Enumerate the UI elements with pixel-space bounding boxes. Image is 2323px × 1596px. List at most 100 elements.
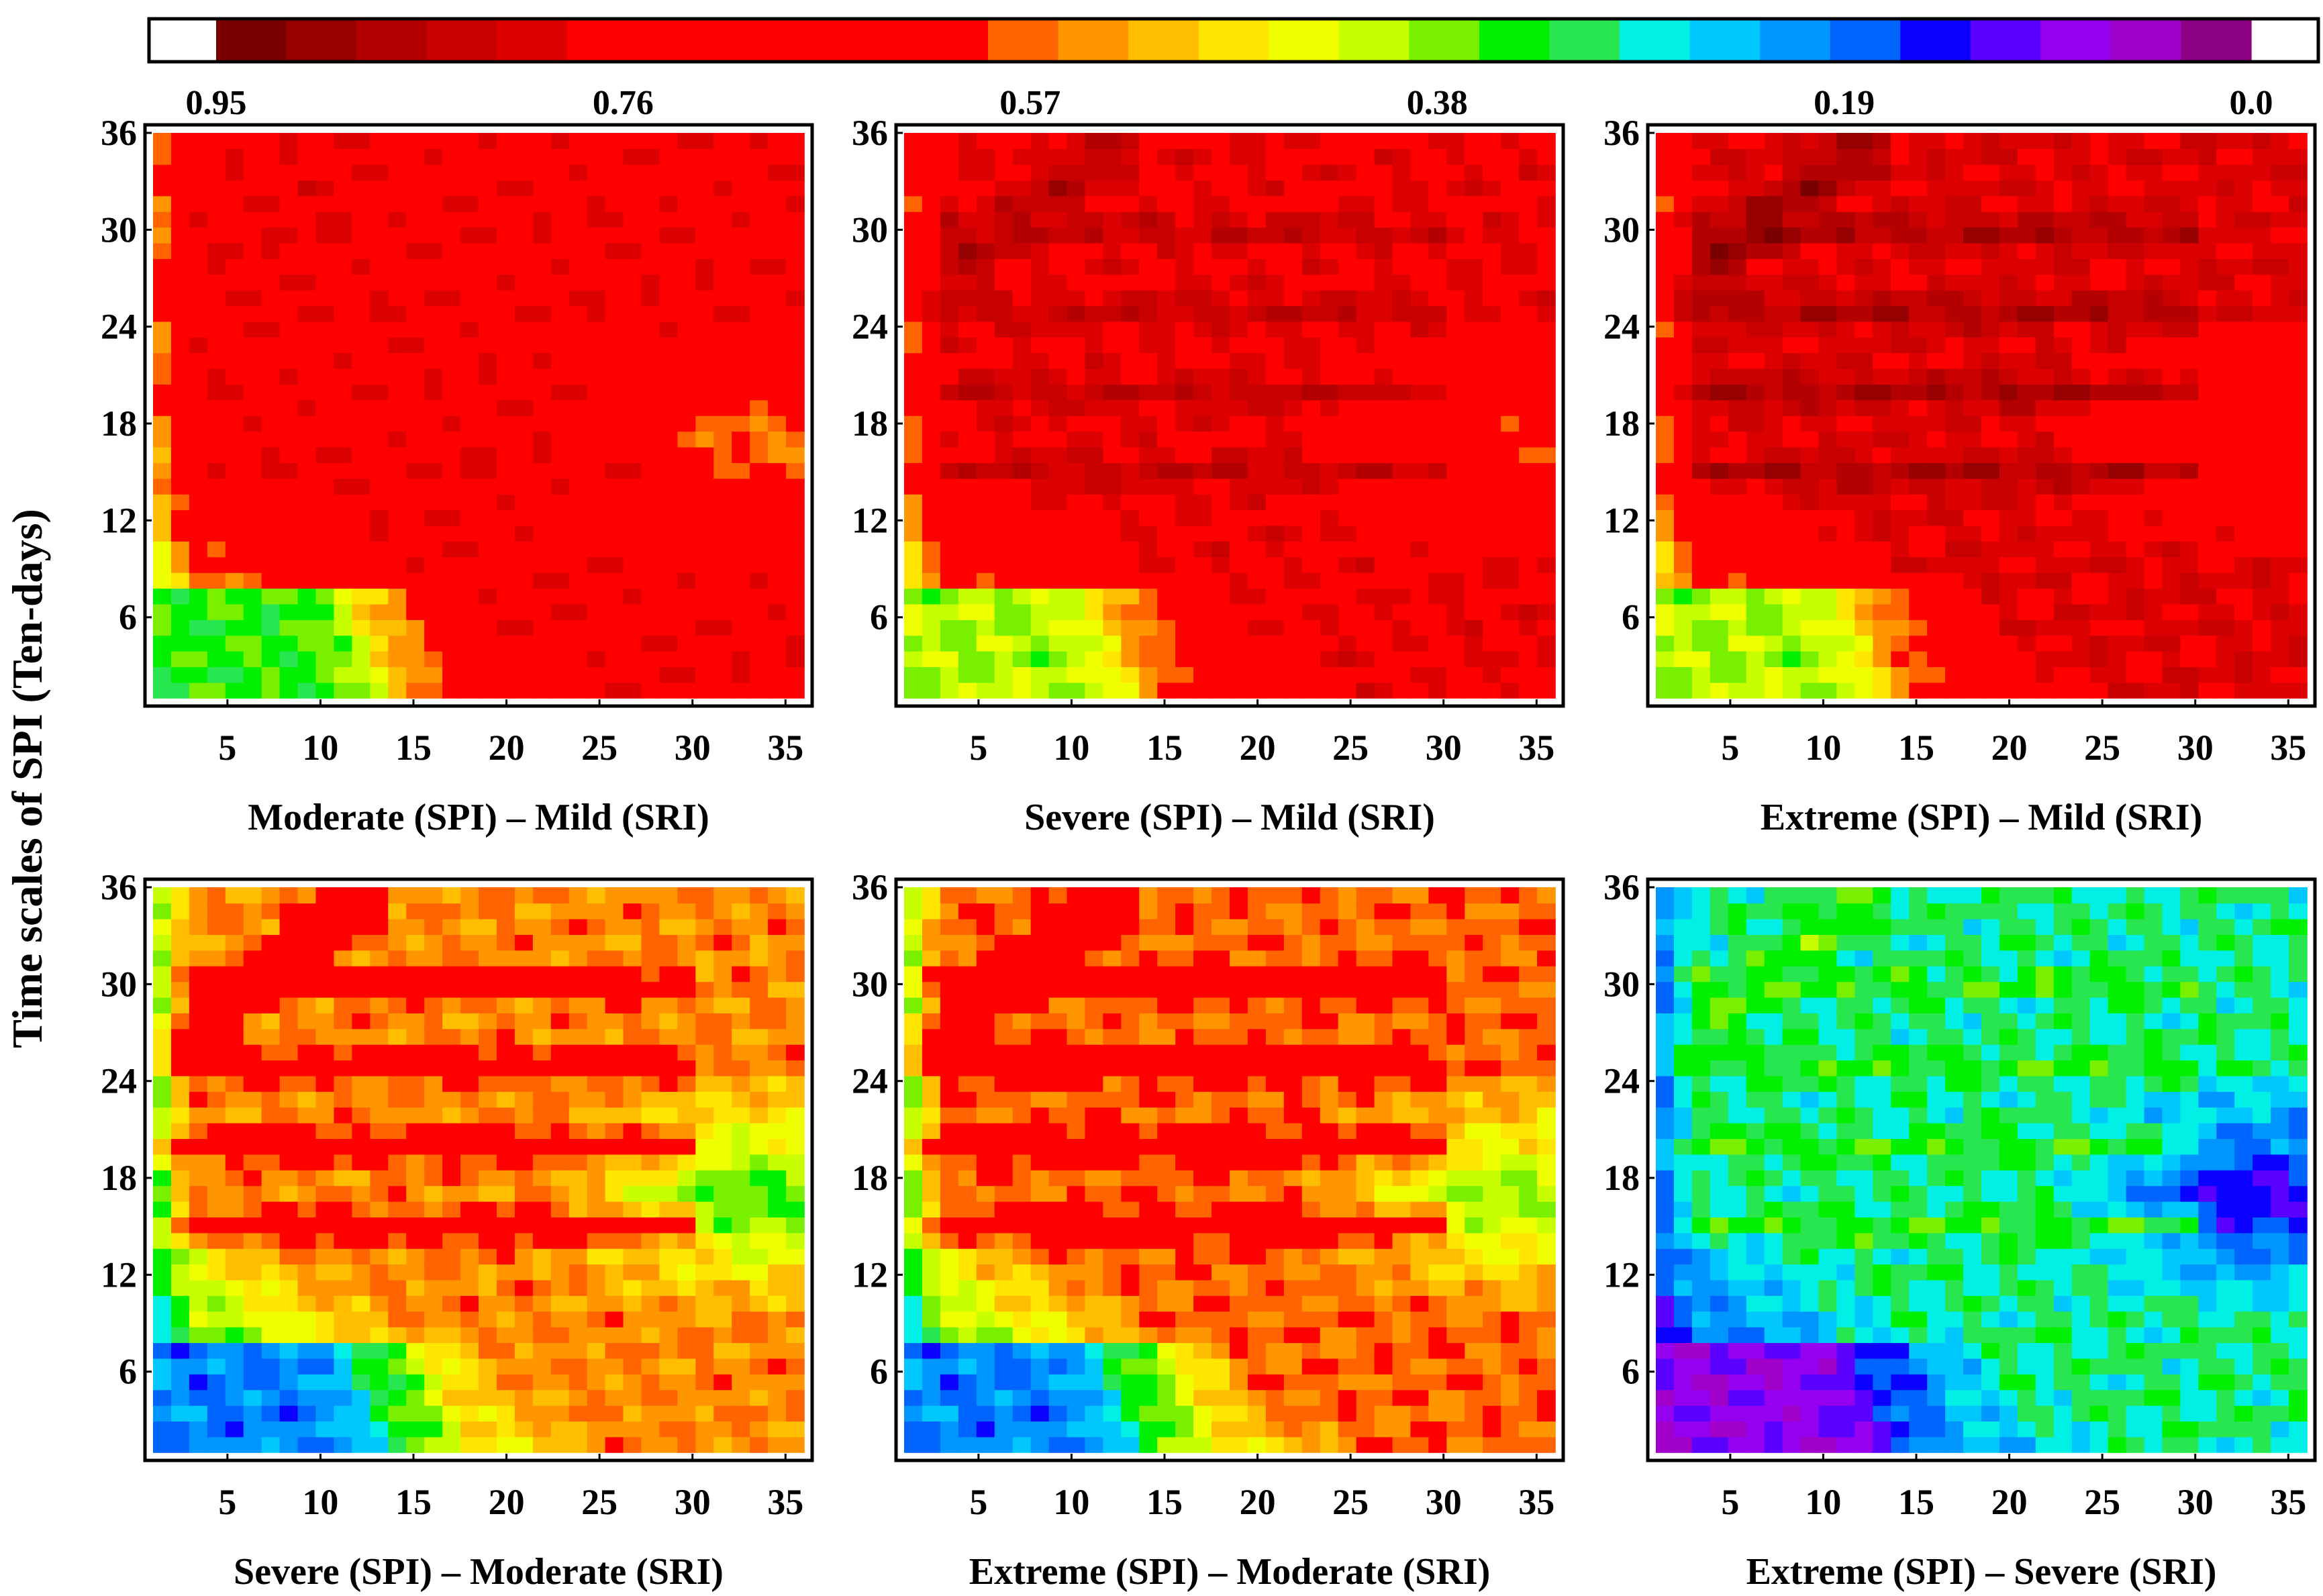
heatmap-cell bbox=[750, 603, 769, 620]
heatmap-cell bbox=[2017, 133, 2036, 150]
heatmap-cell bbox=[713, 572, 733, 589]
heatmap-cell bbox=[388, 399, 407, 416]
heatmap-cell bbox=[2053, 242, 2073, 259]
heatmap-cell bbox=[261, 887, 281, 904]
heatmap-cell bbox=[1818, 682, 1838, 699]
heatmap-cell bbox=[1891, 446, 1910, 463]
heatmap-cell bbox=[1945, 509, 1964, 526]
heatmap-cell bbox=[424, 133, 443, 150]
heatmap-cell bbox=[170, 1154, 190, 1170]
heatmap-cell bbox=[460, 431, 479, 448]
heatmap-cell bbox=[1891, 619, 1910, 636]
heatmap-cell bbox=[2017, 541, 2036, 558]
heatmap-cell bbox=[1909, 305, 1928, 322]
heatmap-cell bbox=[2216, 619, 2236, 636]
heatmap-cell bbox=[1048, 164, 1068, 181]
heatmap-cell bbox=[1800, 195, 1820, 212]
heatmap-cell bbox=[569, 493, 588, 511]
heatmap-cell bbox=[496, 337, 515, 354]
heatmap-cell bbox=[1103, 462, 1122, 479]
heatmap-cell bbox=[424, 1342, 443, 1359]
heatmap-cell bbox=[496, 1075, 515, 1092]
heatmap-cell bbox=[623, 164, 642, 181]
heatmap-cell bbox=[1999, 211, 2018, 228]
heatmap-cell bbox=[1800, 666, 1820, 683]
heatmap-cell bbox=[1656, 289, 1675, 307]
heatmap-cell bbox=[2216, 572, 2236, 589]
heatmap-cell bbox=[1012, 258, 1032, 275]
heatmap-cell bbox=[207, 1170, 226, 1187]
heatmap-cell bbox=[550, 133, 570, 150]
heatmap-cell bbox=[1193, 619, 1212, 636]
heatmap-cell bbox=[922, 462, 941, 479]
heatmap-cell bbox=[1710, 431, 1729, 448]
heatmap-cell bbox=[1673, 164, 1693, 181]
heatmap-cell bbox=[2071, 384, 2091, 401]
heatmap-cell bbox=[904, 541, 923, 558]
heatmap-cell bbox=[695, 541, 715, 558]
heatmap-cell bbox=[1519, 384, 1538, 401]
heatmap-cell bbox=[994, 384, 1014, 401]
heatmap-cell bbox=[1746, 572, 1765, 589]
heatmap-cell bbox=[370, 1044, 389, 1061]
heatmap-cell bbox=[297, 446, 317, 463]
heatmap-cell bbox=[1012, 321, 1032, 338]
heatmap-cell bbox=[1320, 682, 1339, 699]
heatmap-cell bbox=[334, 666, 353, 683]
heatmap-cell bbox=[1320, 242, 1339, 259]
heatmap-cell bbox=[297, 1217, 317, 1234]
heatmap-cell bbox=[189, 431, 208, 448]
heatmap-cell bbox=[958, 133, 977, 150]
heatmap-cell bbox=[1800, 164, 1820, 181]
heatmap-cell bbox=[1374, 337, 1393, 354]
heatmap-cell bbox=[786, 337, 805, 354]
heatmap-cell bbox=[334, 1013, 353, 1030]
heatmap-cell bbox=[1537, 478, 1556, 495]
heatmap-cell bbox=[2053, 133, 2073, 150]
heatmap-cell bbox=[1446, 478, 1466, 495]
heatmap-cell bbox=[1301, 588, 1321, 605]
heatmap-cell bbox=[1855, 242, 1874, 259]
heatmap-cell bbox=[261, 1326, 281, 1344]
heatmap-cell bbox=[496, 493, 515, 511]
heatmap-cell bbox=[605, 1389, 624, 1406]
heatmap-cell bbox=[1338, 148, 1357, 165]
heatmap-cell bbox=[279, 1405, 299, 1422]
heatmap-cell bbox=[1945, 446, 1964, 463]
heatmap-cell bbox=[1283, 509, 1303, 526]
heatmap-cell bbox=[1428, 352, 1448, 369]
heatmap-cell bbox=[550, 918, 570, 935]
heatmap-cell bbox=[334, 321, 353, 338]
heatmap-cell bbox=[225, 541, 244, 558]
heatmap-cell bbox=[1048, 133, 1068, 150]
heatmap-cell bbox=[170, 619, 190, 636]
heatmap-cell bbox=[904, 666, 923, 683]
heatmap-cell bbox=[1446, 195, 1466, 212]
heatmap-cell bbox=[479, 981, 497, 998]
heatmap-cell bbox=[1392, 227, 1412, 244]
heatmap-cell bbox=[170, 1342, 190, 1359]
heatmap-cell bbox=[623, 603, 642, 620]
heatmap-cell bbox=[2053, 603, 2073, 620]
heatmap-cell bbox=[153, 1389, 172, 1406]
heatmap-cell bbox=[2289, 415, 2308, 432]
heatmap-cell bbox=[1230, 195, 1248, 212]
heatmap-cell bbox=[442, 1436, 461, 1453]
heatmap-cell bbox=[1710, 415, 1729, 432]
heatmap-cell bbox=[153, 541, 172, 558]
heatmap-cell bbox=[904, 462, 923, 479]
heatmap-cell bbox=[1855, 415, 1874, 432]
heatmap-cell bbox=[1085, 305, 1104, 322]
heatmap-cell bbox=[550, 619, 570, 636]
heatmap-cell bbox=[1103, 274, 1122, 291]
heatmap-cell bbox=[1428, 164, 1448, 181]
heatmap-cell bbox=[442, 180, 461, 197]
heatmap-cell bbox=[153, 619, 172, 636]
heatmap-cell bbox=[297, 431, 317, 448]
heatmap-cell bbox=[2144, 227, 2163, 244]
heatmap-cell bbox=[1338, 352, 1357, 369]
heatmap-cell bbox=[922, 180, 941, 197]
heatmap-cell bbox=[1410, 399, 1430, 416]
heatmap-cell bbox=[550, 525, 570, 542]
heatmap-cell bbox=[550, 887, 570, 904]
